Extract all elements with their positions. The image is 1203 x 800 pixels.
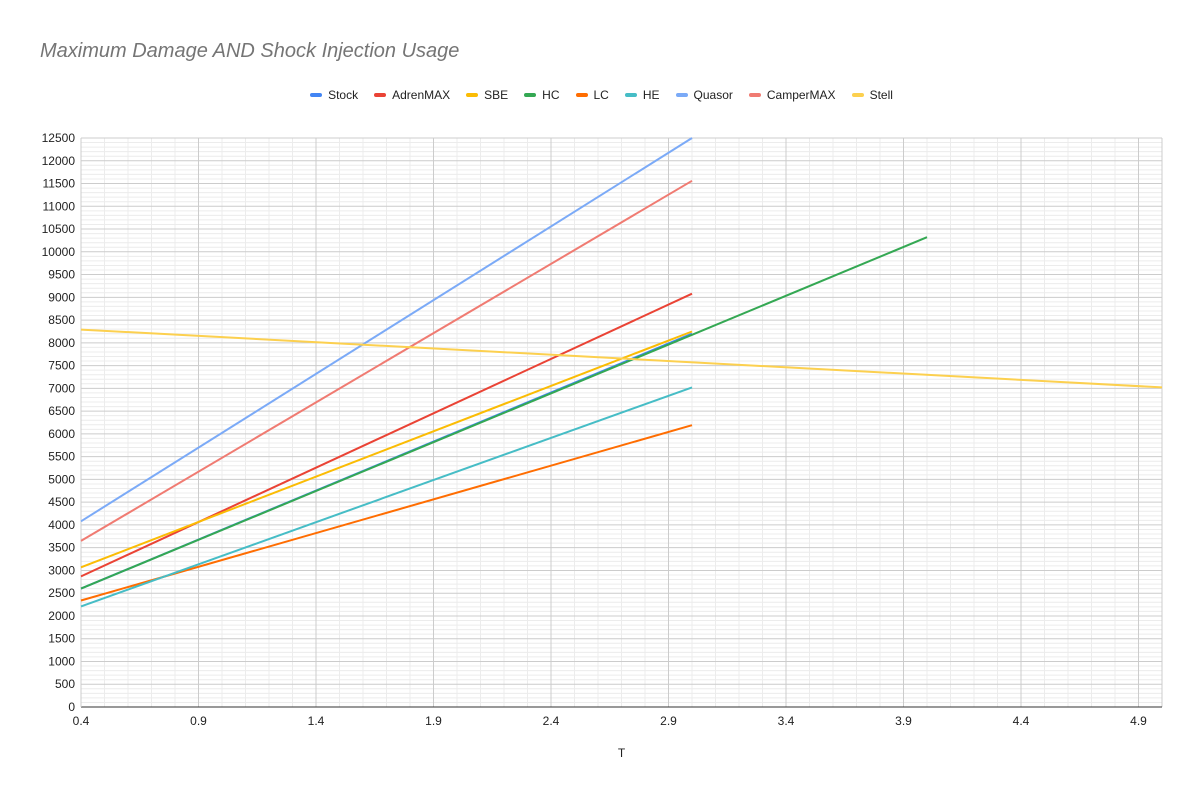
y-tick-label: 3000	[48, 563, 75, 577]
legend-item-stock: Stock	[310, 88, 358, 102]
y-tick-label: 11500	[43, 177, 76, 191]
legend-label: CamperMAX	[766, 88, 836, 102]
y-tick-label: 500	[55, 677, 75, 691]
y-tick-label: 1500	[48, 632, 75, 646]
y-tick-label: 7000	[48, 381, 75, 395]
series-line-he	[80, 386, 693, 608]
series-line-sbe	[80, 330, 693, 569]
legend-label: Quasor	[693, 88, 733, 102]
series-line-stell	[80, 328, 1163, 389]
legend-label: LC	[593, 88, 609, 102]
legend-label: HE	[642, 88, 660, 102]
x-tick-label: 0.9	[190, 714, 207, 728]
legend-item-hc: HC	[524, 88, 560, 102]
y-tick-label: 12000	[42, 154, 76, 168]
y-tick-label: 1000	[48, 654, 75, 668]
y-tick-label: 3500	[48, 541, 75, 555]
y-tick-label: 8500	[48, 313, 75, 327]
y-tick-label: 5000	[48, 472, 75, 486]
chart-title: Maximum Damage AND Shock Injection Usage	[40, 40, 460, 62]
y-tick-label: 6000	[48, 427, 75, 441]
legend-item-lc: LC	[575, 88, 609, 102]
legend-swatch	[575, 93, 588, 97]
y-tick-label: 10500	[42, 222, 76, 236]
x-tick-label: 3.4	[778, 714, 795, 728]
series-line-quasor	[80, 137, 693, 523]
legend-item-campermax: CamperMAX	[748, 88, 836, 102]
y-tick-label: 9000	[48, 290, 75, 304]
legend-item-he: HE	[624, 88, 660, 102]
y-tick-label: 4500	[48, 495, 75, 509]
y-tick-label: 4000	[48, 518, 75, 532]
series-line-adrenmax	[80, 292, 693, 578]
y-tick-label: 7500	[48, 359, 75, 373]
chart-legend: Stock AdrenMAX SBE HC LC HE Quasor CamperMAX Ste…	[0, 88, 1203, 102]
legend-swatch	[748, 93, 761, 97]
legend-label: Stell	[869, 88, 893, 102]
legend-item-quasor: Quasor	[675, 88, 733, 102]
legend-label: HC	[542, 88, 560, 102]
legend-swatch	[675, 93, 688, 97]
y-tick-label: 8000	[48, 336, 75, 350]
y-tick-label: 0	[68, 700, 75, 714]
legend-swatch	[466, 93, 479, 97]
x-tick-label: 1.4	[308, 714, 325, 728]
y-tick-label: 6500	[48, 404, 75, 418]
legend-swatch	[851, 93, 864, 97]
series-line-lc	[80, 424, 693, 602]
x-tick-label: 0.4	[73, 714, 90, 728]
y-tick-label: 2000	[48, 609, 75, 623]
legend-swatch	[374, 93, 387, 97]
x-tick-label: 4.4	[1013, 714, 1030, 728]
series-line-campermax	[80, 179, 693, 542]
series-line-hc	[80, 236, 928, 590]
y-tick-label: 2500	[48, 586, 75, 600]
x-tick-label: 4.9	[1130, 714, 1147, 728]
legend-swatch	[524, 93, 537, 97]
y-tick-label: 12500	[42, 131, 76, 145]
legend-swatch	[624, 93, 637, 97]
x-tick-label: 1.9	[425, 714, 442, 728]
legend-label: SBE	[484, 88, 509, 102]
legend-label: AdrenMAX	[392, 88, 451, 102]
y-tick-label: 5500	[48, 450, 75, 464]
x-tick-label: 3.9	[895, 714, 912, 728]
y-tick-label: 10000	[42, 245, 76, 259]
legend-label: Stock	[328, 88, 359, 102]
legend-item-stell: Stell	[851, 88, 893, 102]
legend-swatch	[310, 93, 323, 97]
legend-item-adrenmax: AdrenMAX	[374, 88, 450, 102]
y-tick-label: 9500	[48, 268, 75, 282]
y-tick-label: 11000	[43, 199, 76, 213]
legend-item-sbe: SBE	[466, 88, 508, 102]
x-tick-label: 2.9	[660, 714, 677, 728]
x-axis-label: T	[618, 746, 626, 760]
x-tick-label: 2.4	[543, 714, 560, 728]
